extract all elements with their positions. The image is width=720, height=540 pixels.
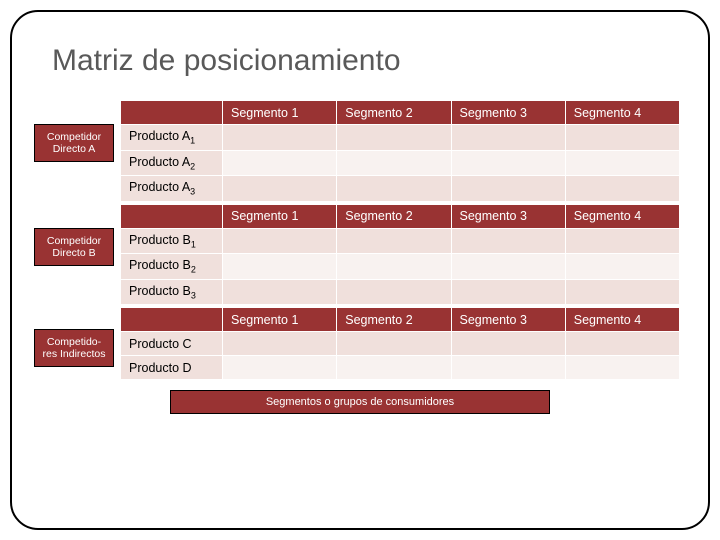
table-row: Producto A2 [121, 150, 680, 176]
matrix-cell [223, 176, 337, 202]
matrix-cell [565, 176, 679, 202]
segment-header: Segmento 2 [337, 101, 451, 125]
matrix-cell [337, 176, 451, 202]
matrix-cell [223, 356, 337, 380]
positioning-table: Segmento 1Segmento 2Segmento 3Segmento 4… [120, 204, 680, 306]
product-label: Producto B3 [121, 279, 223, 305]
table-row: Producto B3 [121, 279, 680, 305]
product-label: Producto A1 [121, 125, 223, 151]
matrix-cell [223, 125, 337, 151]
segment-header: Segmento 1 [223, 101, 337, 125]
matrix-cell [223, 150, 337, 176]
competitor-badge: Competido-res Indirectos [34, 329, 114, 367]
matrix-cell [223, 332, 337, 356]
footer-caption: Segmentos o grupos de consumidores [170, 390, 550, 414]
matrix-cell [565, 150, 679, 176]
segment-header: Segmento 4 [565, 204, 679, 228]
segment-header: Segmento 1 [223, 308, 337, 332]
slide-frame: Matriz de posicionamiento Competidor Dir… [10, 10, 710, 530]
table-corner [121, 101, 223, 125]
matrix-cell [451, 228, 565, 254]
matrix-cell [565, 254, 679, 280]
positioning-table: Segmento 1Segmento 2Segmento 3Segmento 4… [120, 100, 680, 202]
product-label: Producto B2 [121, 254, 223, 280]
matrix-block: Competido-res IndirectosSegmento 1Segmen… [40, 307, 680, 380]
matrix-cell [565, 125, 679, 151]
matrix-cell [337, 254, 451, 280]
product-label: Producto C [121, 332, 223, 356]
matrix-cell [565, 332, 679, 356]
matrix-cell [223, 228, 337, 254]
matrix-cell [337, 125, 451, 151]
segment-header: Segmento 4 [565, 308, 679, 332]
product-label: Producto A2 [121, 150, 223, 176]
product-label: Producto B1 [121, 228, 223, 254]
matrix-cell [451, 332, 565, 356]
segment-header: Segmento 1 [223, 204, 337, 228]
table-corner [121, 308, 223, 332]
positioning-table: Segmento 1Segmento 2Segmento 3Segmento 4… [120, 307, 680, 380]
page-title: Matriz de posicionamiento [52, 44, 680, 78]
table-row: Producto B1 [121, 228, 680, 254]
segment-header: Segmento 4 [565, 101, 679, 125]
table-row: Producto C [121, 332, 680, 356]
competitor-badge: Competidor Directo A [34, 124, 114, 162]
competitor-badge: Competidor Directo B [34, 228, 114, 266]
product-label: Producto D [121, 356, 223, 380]
matrix-cell [337, 332, 451, 356]
segment-header: Segmento 3 [451, 204, 565, 228]
matrices-container: Competidor Directo ASegmento 1Segmento 2… [40, 100, 680, 380]
matrix-cell [451, 176, 565, 202]
matrix-cell [451, 279, 565, 305]
matrix-cell [565, 356, 679, 380]
table-row: Producto A1 [121, 125, 680, 151]
segment-header: Segmento 2 [337, 308, 451, 332]
segment-header: Segmento 3 [451, 101, 565, 125]
table-corner [121, 204, 223, 228]
table-row: Producto B2 [121, 254, 680, 280]
matrix-cell [337, 228, 451, 254]
matrix-cell [451, 125, 565, 151]
matrix-block: Competidor Directo ASegmento 1Segmento 2… [40, 100, 680, 202]
matrix-cell [451, 356, 565, 380]
matrix-cell [337, 150, 451, 176]
matrix-cell [565, 279, 679, 305]
matrix-cell [337, 356, 451, 380]
matrix-cell [451, 150, 565, 176]
matrix-cell [337, 279, 451, 305]
product-label: Producto A3 [121, 176, 223, 202]
table-row: Producto A3 [121, 176, 680, 202]
matrix-cell [223, 279, 337, 305]
table-row: Producto D [121, 356, 680, 380]
segment-header: Segmento 3 [451, 308, 565, 332]
matrix-cell [565, 228, 679, 254]
matrix-cell [451, 254, 565, 280]
matrix-block: Competidor Directo BSegmento 1Segmento 2… [40, 204, 680, 306]
matrix-cell [223, 254, 337, 280]
segment-header: Segmento 2 [337, 204, 451, 228]
